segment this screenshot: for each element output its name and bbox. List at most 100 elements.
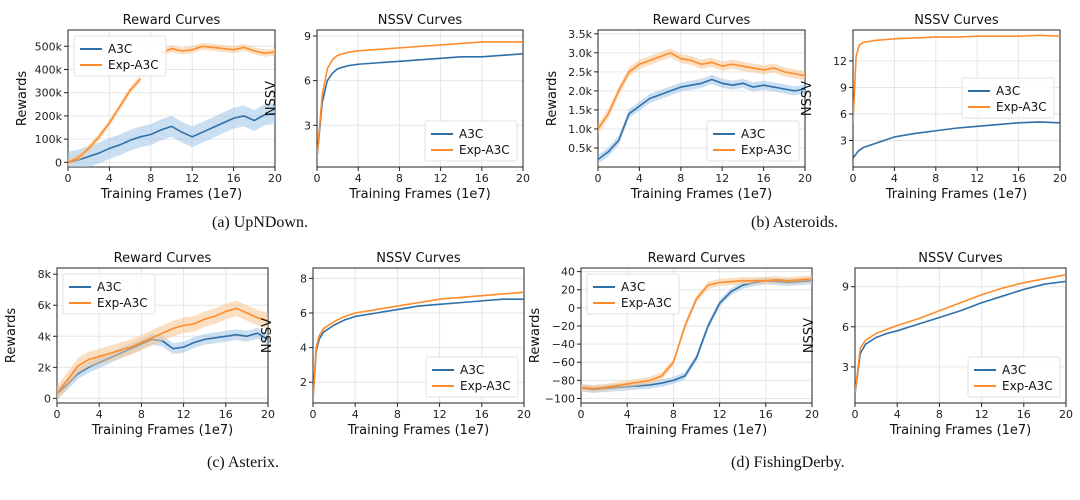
y-tick-label: 3 xyxy=(304,119,311,132)
series-band-exp-a3c xyxy=(57,300,268,402)
chart-title: NSSV Curves xyxy=(378,13,463,28)
x-tick-label: 8 xyxy=(932,172,939,185)
x-tick-label: 12 xyxy=(970,172,984,185)
plot-area xyxy=(853,34,1060,159)
series-line-a3c xyxy=(855,280,1066,394)
y-tick-label: 100k xyxy=(35,133,63,146)
x-tick-label: 8 xyxy=(677,172,684,185)
y-tick-label: 4k xyxy=(38,330,52,343)
x-tick-label: 16 xyxy=(475,408,489,421)
series-line-exp-a3c xyxy=(317,41,523,159)
y-tick-label: 6 xyxy=(842,321,849,334)
legend-label: A3C xyxy=(459,127,483,141)
plot-area xyxy=(581,275,812,394)
y-tick-label: 6k xyxy=(38,299,52,312)
x-tick-label: 0 xyxy=(314,172,321,185)
y-tick-label: 9 xyxy=(842,281,849,294)
plot-frame xyxy=(316,29,524,168)
plot-frame xyxy=(852,29,1061,168)
chart-1: 0 4 8 12 16 20 0 100k 200k 300k 400k 500k Reward Cur… xyxy=(15,13,282,202)
chart-title: NSSV Curves xyxy=(918,251,1003,266)
plot-area xyxy=(313,291,524,400)
series-band-exp-a3c xyxy=(68,75,141,166)
legend-label: A3C xyxy=(1002,363,1026,377)
x-tick-label: 20 xyxy=(268,172,282,185)
chart-title: Reward Curves xyxy=(114,251,212,266)
legend-label: Exp-A3C xyxy=(741,143,792,157)
y-axis-label: NSSV xyxy=(264,81,279,116)
y-tick-label: 400k xyxy=(35,63,63,76)
y-tick-label: 40 xyxy=(561,266,575,279)
chart-title: NSSV Curves xyxy=(914,13,999,28)
plot-area xyxy=(68,42,275,167)
series-line-a3c xyxy=(853,121,1060,159)
legend: A3C Exp-A3C xyxy=(425,356,519,398)
y-tick-label: 0.5k xyxy=(568,142,592,155)
y-axis-label: Rewards xyxy=(4,308,19,363)
y-tick-label: 500k xyxy=(35,40,63,53)
x-axis-label: Training Frames (1e7) xyxy=(347,423,490,438)
x-tick-label: 0 xyxy=(578,408,585,421)
chart-7: 0 4 8 12 16 20 −100 −80 −60 −40 −20 0 20 40 Reward Cur… xyxy=(528,251,819,438)
legend-label: Exp-A3C xyxy=(996,100,1047,114)
legend: A3C Exp-A3C xyxy=(706,120,800,162)
x-tick-label: 12 xyxy=(433,408,447,421)
plot-area xyxy=(598,48,805,164)
y-tick-label: 3.0k xyxy=(568,47,592,60)
x-tick-label: 0 xyxy=(65,172,72,185)
x-tick-label: 4 xyxy=(891,172,898,185)
x-tick-label: 20 xyxy=(805,408,819,421)
caption-d: (d) FishingDerby. xyxy=(731,454,845,471)
x-tick-label: 12 xyxy=(434,172,448,185)
y-axis-label: NSSV xyxy=(260,318,275,353)
plot-frame xyxy=(312,267,525,404)
x-tick-label: 20 xyxy=(517,408,531,421)
x-tick-label: 12 xyxy=(177,408,191,421)
x-tick-label: 12 xyxy=(713,408,727,421)
x-tick-label: 4 xyxy=(355,172,362,185)
x-tick-label: 12 xyxy=(715,172,729,185)
y-axis-label: Rewards xyxy=(528,308,543,363)
x-tick-label: 20 xyxy=(261,408,275,421)
x-axis-label: Training Frames (1e7) xyxy=(630,187,773,202)
x-tick-label: 16 xyxy=(1012,172,1026,185)
series-line-a3c xyxy=(313,298,524,400)
legend-label: Exp-A3C xyxy=(460,379,511,393)
x-tick-label: 0 xyxy=(850,172,857,185)
y-tick-label: 6 xyxy=(840,108,847,121)
y-tick-label: 2k xyxy=(38,361,52,374)
chart-8: 0 4 8 12 16 20 3 6 9 NSSV Curves Training Frames (… xyxy=(802,251,1073,438)
series-line-exp-a3c xyxy=(581,278,812,390)
x-tick-label: 4 xyxy=(894,408,901,421)
y-tick-label: 2.5k xyxy=(568,66,592,79)
x-tick-label: 20 xyxy=(1059,408,1073,421)
series-line-a3c xyxy=(598,78,805,161)
y-axis-label: Rewards xyxy=(15,71,30,126)
y-axis-label: NSSV xyxy=(800,81,815,116)
plot-frame xyxy=(597,29,806,168)
plot-frame xyxy=(67,29,276,168)
x-axis-label: Training Frames (1e7) xyxy=(91,423,234,438)
series-line-exp-a3c xyxy=(57,307,268,395)
x-axis-label: Training Frames (1e7) xyxy=(889,423,1032,438)
x-tick-label: 4 xyxy=(636,172,643,185)
x-tick-label: 12 xyxy=(975,408,989,421)
y-tick-label: 2 xyxy=(300,376,307,389)
x-tick-label: 20 xyxy=(798,172,812,185)
x-tick-label: 0 xyxy=(595,172,602,185)
chart-title: Reward Curves xyxy=(653,13,751,28)
x-tick-label: 4 xyxy=(624,408,631,421)
x-tick-label: 12 xyxy=(185,172,199,185)
legend-label: Exp-A3C xyxy=(1002,379,1053,393)
caption-a: (a) UpNDown. xyxy=(212,214,308,231)
legend-label: Exp-A3C xyxy=(459,143,510,157)
legend-label: Exp-A3C xyxy=(97,296,148,310)
x-tick-label: 8 xyxy=(138,408,145,421)
x-axis-label: Training Frames (1e7) xyxy=(348,187,491,202)
series-line-exp-a3c xyxy=(598,52,805,130)
plot-area xyxy=(855,273,1066,394)
caption-b: (b) Asteroids. xyxy=(751,214,839,231)
x-tick-label: 4 xyxy=(96,408,103,421)
y-tick-label: 0 xyxy=(44,392,51,405)
